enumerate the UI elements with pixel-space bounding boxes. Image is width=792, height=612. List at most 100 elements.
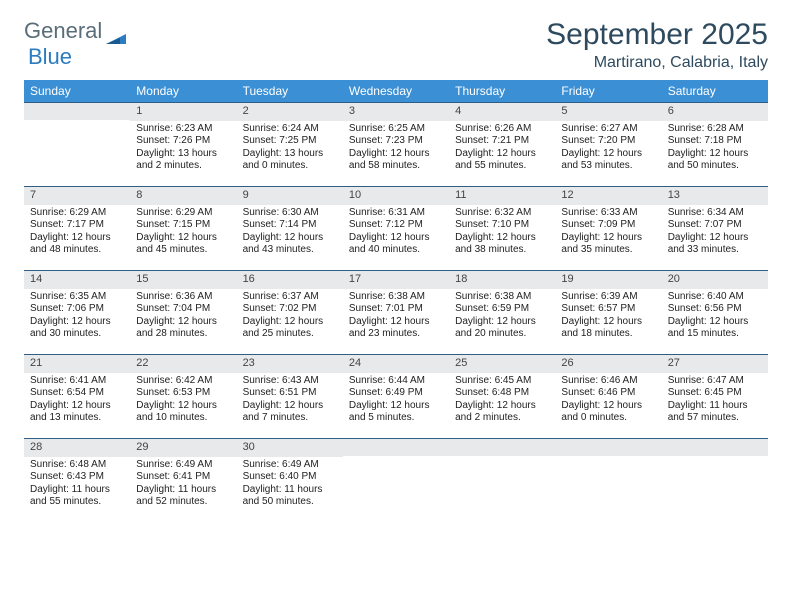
day-info: Sunrise: 6:31 AMSunset: 7:12 PMDaylight:… (343, 205, 449, 263)
day-info: Sunrise: 6:27 AMSunset: 7:20 PMDaylight:… (555, 121, 661, 179)
daylight-line: Daylight: 12 hours and 25 minutes. (243, 316, 337, 341)
location-subtitle: Martirano, Calabria, Italy (546, 54, 768, 72)
calendar-cell: 22Sunrise: 6:42 AMSunset: 6:53 PMDayligh… (130, 354, 236, 438)
day-number: 19 (555, 270, 661, 289)
sunset-line: Sunset: 7:23 PM (349, 135, 443, 148)
sunrise-line: Sunrise: 6:33 AM (561, 207, 655, 220)
sunrise-line: Sunrise: 6:29 AM (30, 207, 124, 220)
sunrise-line: Sunrise: 6:23 AM (136, 123, 230, 136)
day-number: 4 (449, 102, 555, 121)
day-number: 17 (343, 270, 449, 289)
sunset-line: Sunset: 7:15 PM (136, 219, 230, 232)
day-info: Sunrise: 6:46 AMSunset: 6:46 PMDaylight:… (555, 373, 661, 431)
day-number-empty (24, 102, 130, 120)
daylight-line: Daylight: 12 hours and 23 minutes. (349, 316, 443, 341)
calendar-cell: 10Sunrise: 6:31 AMSunset: 7:12 PMDayligh… (343, 186, 449, 270)
calendar-cell: 11Sunrise: 6:32 AMSunset: 7:10 PMDayligh… (449, 186, 555, 270)
calendar-cell (24, 102, 130, 186)
day-info: Sunrise: 6:34 AMSunset: 7:07 PMDaylight:… (662, 205, 768, 263)
day-number: 13 (662, 186, 768, 205)
calendar-cell: 5Sunrise: 6:27 AMSunset: 7:20 PMDaylight… (555, 102, 661, 186)
daylight-line: Daylight: 12 hours and 43 minutes. (243, 232, 337, 257)
sunrise-line: Sunrise: 6:42 AM (136, 375, 230, 388)
day-number: 6 (662, 102, 768, 121)
sunrise-line: Sunrise: 6:37 AM (243, 291, 337, 304)
daylight-line: Daylight: 12 hours and 30 minutes. (30, 316, 124, 341)
daylight-line: Daylight: 12 hours and 28 minutes. (136, 316, 230, 341)
calendar-page: General September 2025 Martirano, Calabr… (0, 0, 792, 540)
sunrise-line: Sunrise: 6:41 AM (30, 375, 124, 388)
daylight-line: Daylight: 12 hours and 33 minutes. (668, 232, 762, 257)
weekday-heading: Friday (555, 80, 661, 102)
day-info: Sunrise: 6:41 AMSunset: 6:54 PMDaylight:… (24, 373, 130, 431)
sunrise-line: Sunrise: 6:25 AM (349, 123, 443, 136)
brand-word-1: General (24, 18, 102, 44)
calendar-cell (449, 438, 555, 522)
calendar-body: 1Sunrise: 6:23 AMSunset: 7:26 PMDaylight… (24, 102, 768, 522)
day-number: 27 (662, 354, 768, 373)
day-info: Sunrise: 6:49 AMSunset: 6:40 PMDaylight:… (237, 457, 343, 515)
sunrise-line: Sunrise: 6:34 AM (668, 207, 762, 220)
calendar-cell: 2Sunrise: 6:24 AMSunset: 7:25 PMDaylight… (237, 102, 343, 186)
daylight-line: Daylight: 12 hours and 7 minutes. (243, 400, 337, 425)
day-number: 24 (343, 354, 449, 373)
sunset-line: Sunset: 7:20 PM (561, 135, 655, 148)
header: General September 2025 Martirano, Calabr… (24, 18, 768, 72)
daylight-line: Daylight: 12 hours and 45 minutes. (136, 232, 230, 257)
calendar-cell: 13Sunrise: 6:34 AMSunset: 7:07 PMDayligh… (662, 186, 768, 270)
calendar-cell: 12Sunrise: 6:33 AMSunset: 7:09 PMDayligh… (555, 186, 661, 270)
day-number-empty (662, 438, 768, 456)
calendar-row: 7Sunrise: 6:29 AMSunset: 7:17 PMDaylight… (24, 186, 768, 270)
day-number: 15 (130, 270, 236, 289)
daylight-line: Daylight: 11 hours and 55 minutes. (30, 484, 124, 509)
day-number: 3 (343, 102, 449, 121)
sunset-line: Sunset: 7:06 PM (30, 303, 124, 316)
day-number: 30 (237, 438, 343, 457)
sunset-line: Sunset: 6:53 PM (136, 387, 230, 400)
daylight-line: Daylight: 12 hours and 38 minutes. (455, 232, 549, 257)
sunrise-line: Sunrise: 6:38 AM (455, 291, 549, 304)
daylight-line: Daylight: 12 hours and 50 minutes. (668, 148, 762, 173)
calendar-cell: 8Sunrise: 6:29 AMSunset: 7:15 PMDaylight… (130, 186, 236, 270)
daylight-line: Daylight: 13 hours and 0 minutes. (243, 148, 337, 173)
day-info: Sunrise: 6:29 AMSunset: 7:17 PMDaylight:… (24, 205, 130, 263)
day-info: Sunrise: 6:37 AMSunset: 7:02 PMDaylight:… (237, 289, 343, 347)
day-info: Sunrise: 6:25 AMSunset: 7:23 PMDaylight:… (343, 121, 449, 179)
daylight-line: Daylight: 12 hours and 35 minutes. (561, 232, 655, 257)
calendar-cell: 1Sunrise: 6:23 AMSunset: 7:26 PMDaylight… (130, 102, 236, 186)
day-info: Sunrise: 6:38 AMSunset: 6:59 PMDaylight:… (449, 289, 555, 347)
calendar-cell: 7Sunrise: 6:29 AMSunset: 7:17 PMDaylight… (24, 186, 130, 270)
day-number: 7 (24, 186, 130, 205)
sunset-line: Sunset: 7:12 PM (349, 219, 443, 232)
daylight-line: Daylight: 12 hours and 20 minutes. (455, 316, 549, 341)
sunset-line: Sunset: 6:59 PM (455, 303, 549, 316)
day-number: 25 (449, 354, 555, 373)
calendar-cell: 25Sunrise: 6:45 AMSunset: 6:48 PMDayligh… (449, 354, 555, 438)
day-number: 20 (662, 270, 768, 289)
sunrise-line: Sunrise: 6:26 AM (455, 123, 549, 136)
daylight-line: Daylight: 11 hours and 57 minutes. (668, 400, 762, 425)
day-number: 1 (130, 102, 236, 121)
day-info: Sunrise: 6:29 AMSunset: 7:15 PMDaylight:… (130, 205, 236, 263)
weekday-heading: Wednesday (343, 80, 449, 102)
brand-triangle-icon (106, 24, 126, 38)
calendar-row: 28Sunrise: 6:48 AMSunset: 6:43 PMDayligh… (24, 438, 768, 522)
day-number: 8 (130, 186, 236, 205)
calendar-row: 14Sunrise: 6:35 AMSunset: 7:06 PMDayligh… (24, 270, 768, 354)
sunset-line: Sunset: 6:43 PM (30, 471, 124, 484)
sunset-line: Sunset: 7:02 PM (243, 303, 337, 316)
calendar-row: 1Sunrise: 6:23 AMSunset: 7:26 PMDaylight… (24, 102, 768, 186)
day-number: 11 (449, 186, 555, 205)
calendar-cell (662, 438, 768, 522)
calendar-cell: 19Sunrise: 6:39 AMSunset: 6:57 PMDayligh… (555, 270, 661, 354)
sunrise-line: Sunrise: 6:38 AM (349, 291, 443, 304)
calendar-cell: 27Sunrise: 6:47 AMSunset: 6:45 PMDayligh… (662, 354, 768, 438)
day-info: Sunrise: 6:35 AMSunset: 7:06 PMDaylight:… (24, 289, 130, 347)
sunset-line: Sunset: 7:07 PM (668, 219, 762, 232)
daylight-line: Daylight: 13 hours and 2 minutes. (136, 148, 230, 173)
sunset-line: Sunset: 7:09 PM (561, 219, 655, 232)
calendar-table: Sunday Monday Tuesday Wednesday Thursday… (24, 80, 768, 522)
daylight-line: Daylight: 12 hours and 10 minutes. (136, 400, 230, 425)
month-title: September 2025 (546, 18, 768, 52)
calendar-cell: 17Sunrise: 6:38 AMSunset: 7:01 PMDayligh… (343, 270, 449, 354)
